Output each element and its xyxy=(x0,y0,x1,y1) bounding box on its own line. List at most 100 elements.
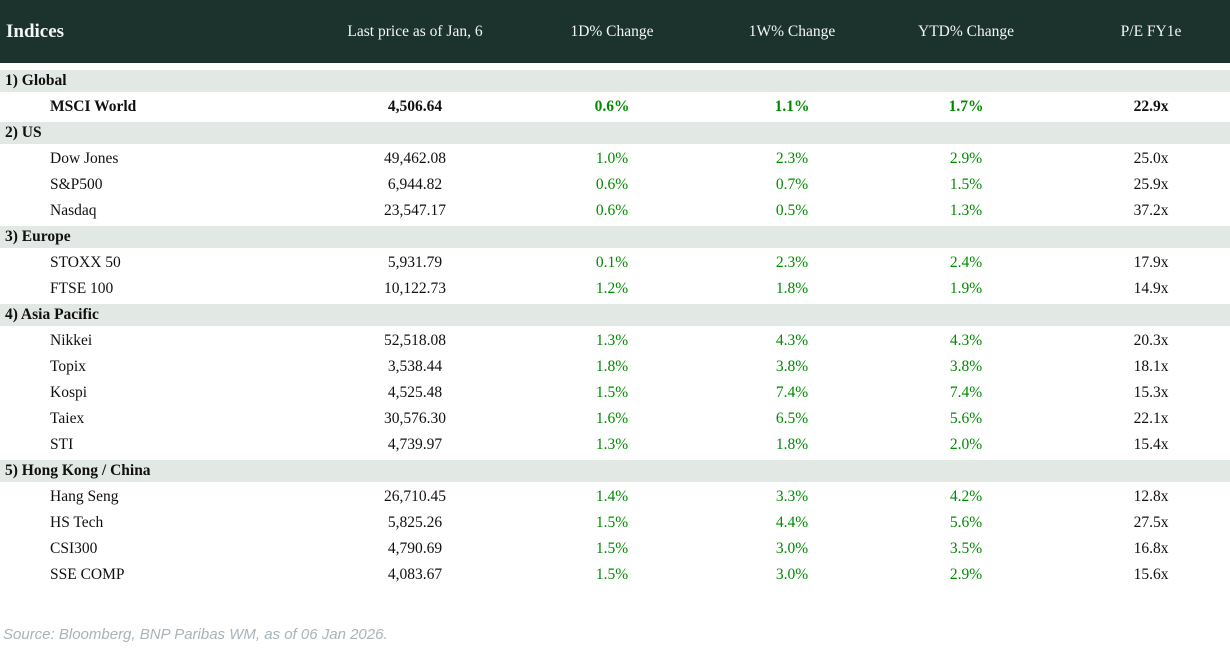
change-1w-cell: 6.5% xyxy=(775,410,809,427)
change-ytd-cell: 1.5% xyxy=(949,176,983,193)
last-price-cell: 5,931.79 xyxy=(387,254,443,271)
section-row: 4) Asia Pacific xyxy=(0,302,1230,328)
change-1w-cell: 1.1% xyxy=(774,98,810,115)
table-row: HS Tech 5,825.26 1.5% 4.4% 5.6% 27.5x xyxy=(0,510,1230,536)
last-price-cell: 49,462.08 xyxy=(384,150,446,167)
table-row: SSE COMP 4,083.67 1.5% 3.0% 2.9% 15.6x xyxy=(0,562,1230,588)
col-header-1w-change: 1W% Change xyxy=(748,22,836,40)
table-row: S&P500 6,944.82 0.6% 0.7% 1.5% 25.9x xyxy=(0,172,1230,198)
col-header-pe-fy1e: P/E FY1e xyxy=(1120,22,1182,40)
change-ytd-cell: 4.2% xyxy=(949,488,983,505)
change-ytd-cell: 2.0% xyxy=(949,436,983,453)
change-1w-cell: 4.3% xyxy=(775,332,809,349)
index-name-cell: HS Tech xyxy=(50,514,104,531)
table-row: FTSE 100 10,122.73 1.2% 1.8% 1.9% 14.9x xyxy=(0,276,1230,302)
change-1d-cell: 0.6% xyxy=(594,98,630,115)
col-header-1d-change: 1D% Change xyxy=(570,22,654,40)
change-1w-cell: 7.4% xyxy=(775,384,809,401)
change-ytd-cell: 3.5% xyxy=(949,540,983,557)
source-note: Source: Bloomberg, BNP Paribas WM, as of… xyxy=(3,626,388,643)
pe-fy1e-cell: 22.1x xyxy=(1133,410,1169,427)
index-name-cell: SSE COMP xyxy=(50,566,125,583)
section-label: 4) Asia Pacific xyxy=(5,306,99,323)
table-row: Dow Jones 49,462.08 1.0% 2.3% 2.9% 25.0x xyxy=(0,146,1230,172)
change-1d-cell: 1.3% xyxy=(595,332,629,349)
section-label: 1) Global xyxy=(5,72,67,89)
change-1w-cell: 3.3% xyxy=(775,488,809,505)
pe-fy1e-cell: 17.9x xyxy=(1133,254,1169,271)
pe-fy1e-cell: 15.4x xyxy=(1133,436,1169,453)
section-row: 3) Europe xyxy=(0,224,1230,250)
change-1d-cell: 1.5% xyxy=(595,514,629,531)
change-ytd-cell: 1.9% xyxy=(949,280,983,297)
change-1w-cell: 1.8% xyxy=(775,280,809,297)
change-ytd-cell: 4.3% xyxy=(949,332,983,349)
change-1d-cell: 0.6% xyxy=(595,202,629,219)
index-name-cell: STOXX 50 xyxy=(50,254,121,271)
index-name-cell: Topix xyxy=(50,358,86,375)
change-ytd-cell: 3.8% xyxy=(949,358,983,375)
change-1d-cell: 1.5% xyxy=(595,384,629,401)
change-ytd-cell: 2.9% xyxy=(949,150,983,167)
table-header-row: Indices Last price as of Jan, 6 1D% Chan… xyxy=(0,0,1230,63)
change-1w-cell: 0.7% xyxy=(775,176,809,193)
pe-fy1e-cell: 25.9x xyxy=(1133,176,1169,193)
change-ytd-cell: 1.7% xyxy=(948,98,984,115)
change-ytd-cell: 2.9% xyxy=(949,566,983,583)
last-price-cell: 26,710.45 xyxy=(384,488,446,505)
change-1d-cell: 1.8% xyxy=(595,358,629,375)
change-1w-cell: 3.0% xyxy=(775,540,809,557)
last-price-cell: 23,547.17 xyxy=(384,202,446,219)
pe-fy1e-cell: 18.1x xyxy=(1133,358,1169,375)
index-name-cell: S&P500 xyxy=(50,176,103,193)
pe-fy1e-cell: 25.0x xyxy=(1133,150,1169,167)
table-title: Indices xyxy=(6,20,65,42)
change-1w-cell: 4.4% xyxy=(775,514,809,531)
pe-fy1e-cell: 12.8x xyxy=(1133,488,1169,505)
change-1w-cell: 0.5% xyxy=(775,202,809,219)
last-price-cell: 52,518.08 xyxy=(384,332,446,349)
change-1d-cell: 1.6% xyxy=(595,410,629,427)
pe-fy1e-cell: 37.2x xyxy=(1133,202,1169,219)
pe-fy1e-cell: 15.6x xyxy=(1133,566,1169,583)
table-row: Nikkei 52,518.08 1.3% 4.3% 4.3% 20.3x xyxy=(0,328,1230,354)
indices-table-body: 1) Global MSCI World 4,506.64 0.6% 1.1% 1.7% 2… xyxy=(0,68,1230,588)
index-name-cell: STI xyxy=(50,436,74,453)
index-name-cell: Kospi xyxy=(50,384,88,401)
section-row: 1) Global xyxy=(0,68,1230,94)
last-price-cell: 30,576.30 xyxy=(384,410,446,427)
table-row: Hang Seng 26,710.45 1.4% 3.3% 4.2% 12.8x xyxy=(0,484,1230,510)
change-ytd-cell: 5.6% xyxy=(949,514,983,531)
change-ytd-cell: 7.4% xyxy=(949,384,983,401)
change-1w-cell: 2.3% xyxy=(775,254,809,271)
last-price-cell: 5,825.26 xyxy=(387,514,443,531)
pe-fy1e-cell: 16.8x xyxy=(1133,540,1169,557)
pe-fy1e-cell: 15.3x xyxy=(1133,384,1169,401)
index-name-cell: FTSE 100 xyxy=(50,280,114,297)
table-row: CSI300 4,790.69 1.5% 3.0% 3.5% 16.8x xyxy=(0,536,1230,562)
index-name-cell: Nikkei xyxy=(50,332,93,349)
index-name-cell: Dow Jones xyxy=(50,150,119,167)
last-price-cell: 6,944.82 xyxy=(387,176,443,193)
section-label: 5) Hong Kong / China xyxy=(5,462,151,479)
pe-fy1e-cell: 20.3x xyxy=(1133,332,1169,349)
change-1d-cell: 1.4% xyxy=(595,488,629,505)
section-label: 3) Europe xyxy=(5,228,71,245)
section-row: 2) US xyxy=(0,120,1230,146)
change-1d-cell: 1.0% xyxy=(595,150,629,167)
table-row: MSCI World 4,506.64 0.6% 1.1% 1.7% 22.9x xyxy=(0,94,1230,120)
last-price-cell: 4,083.67 xyxy=(387,566,443,583)
col-header-last-price: Last price as of Jan, 6 xyxy=(347,22,483,40)
table-row: STI 4,739.97 1.3% 1.8% 2.0% 15.4x xyxy=(0,432,1230,458)
last-price-cell: 4,506.64 xyxy=(387,98,443,115)
change-1d-cell: 0.1% xyxy=(595,254,629,271)
index-name-cell: Nasdaq xyxy=(50,202,97,219)
last-price-cell: 3,538.44 xyxy=(387,358,443,375)
table-row: Taiex 30,576.30 1.6% 6.5% 5.6% 22.1x xyxy=(0,406,1230,432)
index-name-cell: MSCI World xyxy=(50,98,137,115)
change-1d-cell: 1.3% xyxy=(595,436,629,453)
index-name-cell: CSI300 xyxy=(50,540,98,557)
change-1d-cell: 0.6% xyxy=(595,176,629,193)
change-1w-cell: 3.8% xyxy=(775,358,809,375)
last-price-cell: 4,525.48 xyxy=(387,384,443,401)
